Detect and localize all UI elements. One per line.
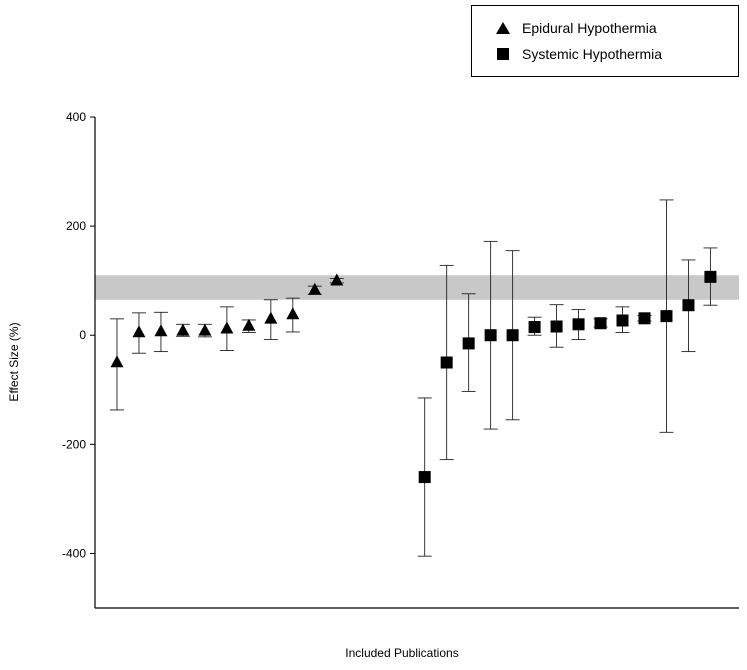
legend-label: Epidural Hypothermia xyxy=(522,20,657,36)
square-point xyxy=(616,314,629,327)
triangle-point xyxy=(176,323,190,336)
square-point xyxy=(462,337,475,350)
square-point xyxy=(594,317,607,330)
triangle-point xyxy=(330,273,344,286)
square-point xyxy=(506,329,519,342)
triangle-point xyxy=(198,323,212,336)
triangle-point xyxy=(110,355,124,368)
triangle-point xyxy=(308,282,322,295)
axes: 400 200 0 -200 -400 xyxy=(62,110,739,609)
x-axis-title: Included Publications xyxy=(345,646,458,660)
square-point xyxy=(418,471,431,484)
square-point xyxy=(572,318,585,331)
reference-band-layer xyxy=(95,275,739,300)
triangle-point xyxy=(154,324,168,337)
triangle-point xyxy=(242,318,256,331)
legend: Epidural Hypothermia Systemic Hypothermi… xyxy=(471,5,739,77)
triangle-point xyxy=(264,311,278,324)
y-tick-label: -200 xyxy=(62,437,86,451)
square-point xyxy=(440,356,453,369)
series-systemic xyxy=(417,199,718,557)
reference-band xyxy=(95,275,739,300)
y-tick-label: 400 xyxy=(66,110,86,124)
y-tick-label: 0 xyxy=(79,328,86,342)
triangle-point xyxy=(286,307,300,320)
series-epidural xyxy=(109,273,344,411)
square-marker-icon xyxy=(494,47,512,61)
square-point xyxy=(550,320,563,333)
square-point xyxy=(704,270,717,283)
square-point xyxy=(484,329,497,342)
legend-item-systemic: Systemic Hypothermia xyxy=(494,46,662,62)
y-tick-label: -400 xyxy=(62,546,86,560)
legend-label: Systemic Hypothermia xyxy=(522,46,663,62)
series-layer xyxy=(109,199,718,557)
square-point xyxy=(682,299,695,312)
y-axis-title: Effect Size (%) xyxy=(7,322,21,401)
square-point xyxy=(660,310,673,323)
triangle-point xyxy=(220,321,234,334)
y-tick-label: 200 xyxy=(66,219,86,233)
legend-item-epidural: Epidural Hypothermia xyxy=(494,20,657,36)
square-point xyxy=(528,321,541,334)
triangle-marker-icon xyxy=(494,21,512,35)
square-point xyxy=(638,312,651,325)
triangle-point xyxy=(132,325,146,338)
